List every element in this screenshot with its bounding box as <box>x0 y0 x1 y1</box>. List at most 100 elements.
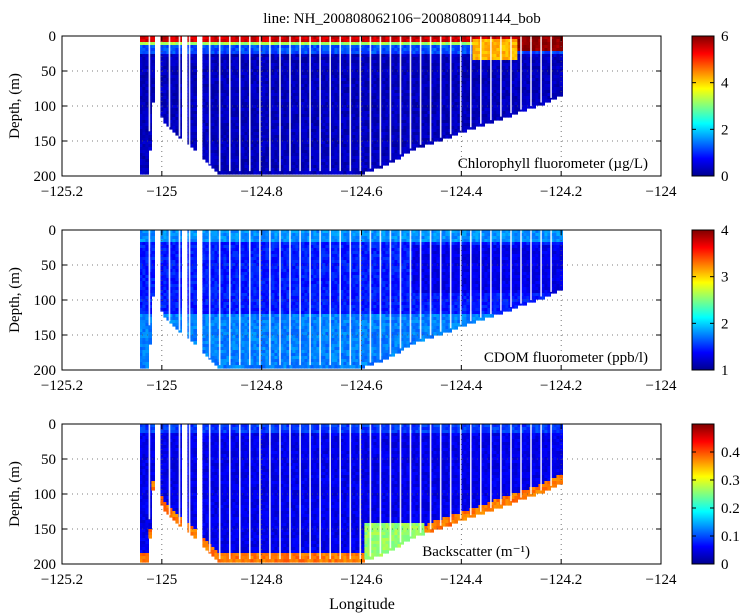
heatmap-cell <box>259 66 263 70</box>
heatmap-cell <box>397 108 401 112</box>
heatmap-cell <box>319 135 323 139</box>
heatmap-cell <box>140 162 143 166</box>
heatmap-cell <box>349 87 353 91</box>
heatmap-cell <box>349 141 353 145</box>
heatmap-cell <box>244 129 248 133</box>
heatmap-cell <box>505 54 509 58</box>
heatmap-cell <box>301 84 305 88</box>
heatmap-cell <box>505 78 509 82</box>
heatmap-cell <box>349 117 353 121</box>
heatmap-cell <box>265 57 269 61</box>
heatmap-cell <box>433 96 437 100</box>
heatmap-cell <box>499 117 503 121</box>
heatmap-cell <box>334 78 338 82</box>
heatmap-cell <box>361 45 365 49</box>
heatmap-cell <box>205 111 209 115</box>
heatmap-cell <box>160 66 164 70</box>
heatmap-cell <box>505 105 509 109</box>
heatmap-cell <box>166 45 170 49</box>
heatmap-cell <box>487 84 491 88</box>
heatmap-cell <box>274 123 278 127</box>
heatmap-cell <box>352 141 356 145</box>
heatmap-cell <box>337 114 341 118</box>
heatmap-cell <box>259 105 263 109</box>
heatmap-cell <box>319 84 323 88</box>
heatmap-cell <box>241 144 245 148</box>
heatmap-cell <box>259 126 263 130</box>
heatmap-cell <box>412 60 416 64</box>
heatmap-cell <box>202 132 206 136</box>
heatmap-cell <box>496 45 500 49</box>
heatmap-cell <box>493 42 497 46</box>
heatmap-cell <box>376 78 380 82</box>
heatmap-cell <box>331 120 335 124</box>
heatmap-cell <box>373 123 377 127</box>
heatmap-cell <box>241 138 245 142</box>
heatmap-cell <box>166 93 170 97</box>
heatmap-cell <box>304 78 308 82</box>
heatmap-cell <box>319 102 323 106</box>
heatmap-cell <box>232 102 236 106</box>
heatmap-cell <box>337 45 341 49</box>
heatmap-cell <box>397 117 401 121</box>
heatmap-cell <box>292 93 296 97</box>
heatmap-cell <box>343 72 347 76</box>
heatmap-cell <box>253 102 257 106</box>
heatmap-cell <box>391 153 395 157</box>
heatmap-cell <box>370 117 374 121</box>
heatmap-cell <box>202 63 206 67</box>
heatmap-cell <box>226 66 230 70</box>
heatmap-cell <box>145 63 149 67</box>
heatmap-cell <box>304 75 308 79</box>
heatmap-cell <box>346 81 350 85</box>
heatmap-cell <box>532 93 536 97</box>
heatmap-cell <box>325 120 329 124</box>
heatmap-cell <box>457 51 461 55</box>
heatmap-cell <box>163 90 167 94</box>
heatmap-cell <box>457 63 461 67</box>
heatmap-cell <box>337 108 341 112</box>
heatmap-cell <box>373 159 377 163</box>
heatmap-cell <box>205 96 209 100</box>
heatmap-cell <box>346 111 350 115</box>
heatmap-cell <box>379 45 383 49</box>
heatmap-cell <box>145 78 149 82</box>
heatmap-cell <box>280 51 284 55</box>
heatmap-cell <box>142 36 146 40</box>
heatmap-cell <box>442 114 446 118</box>
heatmap-cell <box>283 168 287 172</box>
heatmap-cell <box>361 159 365 163</box>
heatmap-cell <box>343 162 347 166</box>
heatmap-cell <box>361 168 365 172</box>
heatmap-cell <box>364 132 368 136</box>
heatmap-cell <box>322 42 326 46</box>
heatmap-cell <box>211 75 215 79</box>
heatmap-cell <box>445 126 449 130</box>
heatmap-cell <box>169 114 173 118</box>
heatmap-cell <box>364 153 368 157</box>
heatmap-cell <box>355 72 359 76</box>
heatmap-cell <box>496 39 500 43</box>
heatmap-cell <box>451 123 455 127</box>
heatmap-cell <box>172 57 176 61</box>
heatmap-cell <box>379 93 383 97</box>
heatmap-cell <box>310 75 314 79</box>
heatmap-cell <box>376 126 380 130</box>
heatmap-cell <box>262 87 266 91</box>
heatmap-cell <box>271 78 275 82</box>
heatmap-cell <box>355 129 359 133</box>
heatmap-cell <box>142 84 146 88</box>
heatmap-cell <box>343 51 347 55</box>
heatmap-cell <box>316 144 320 148</box>
heatmap-cell <box>331 48 335 52</box>
heatmap-cell <box>355 36 359 40</box>
heatmap-cell <box>253 66 257 70</box>
heatmap-cell <box>250 57 254 61</box>
heatmap-cell <box>301 141 305 145</box>
heatmap-cell <box>373 126 377 130</box>
heatmap-cell <box>140 42 143 46</box>
heatmap-cell <box>325 105 329 109</box>
heatmap-cell <box>190 96 194 100</box>
heatmap-cell <box>541 63 545 67</box>
heatmap-cell <box>367 90 371 94</box>
